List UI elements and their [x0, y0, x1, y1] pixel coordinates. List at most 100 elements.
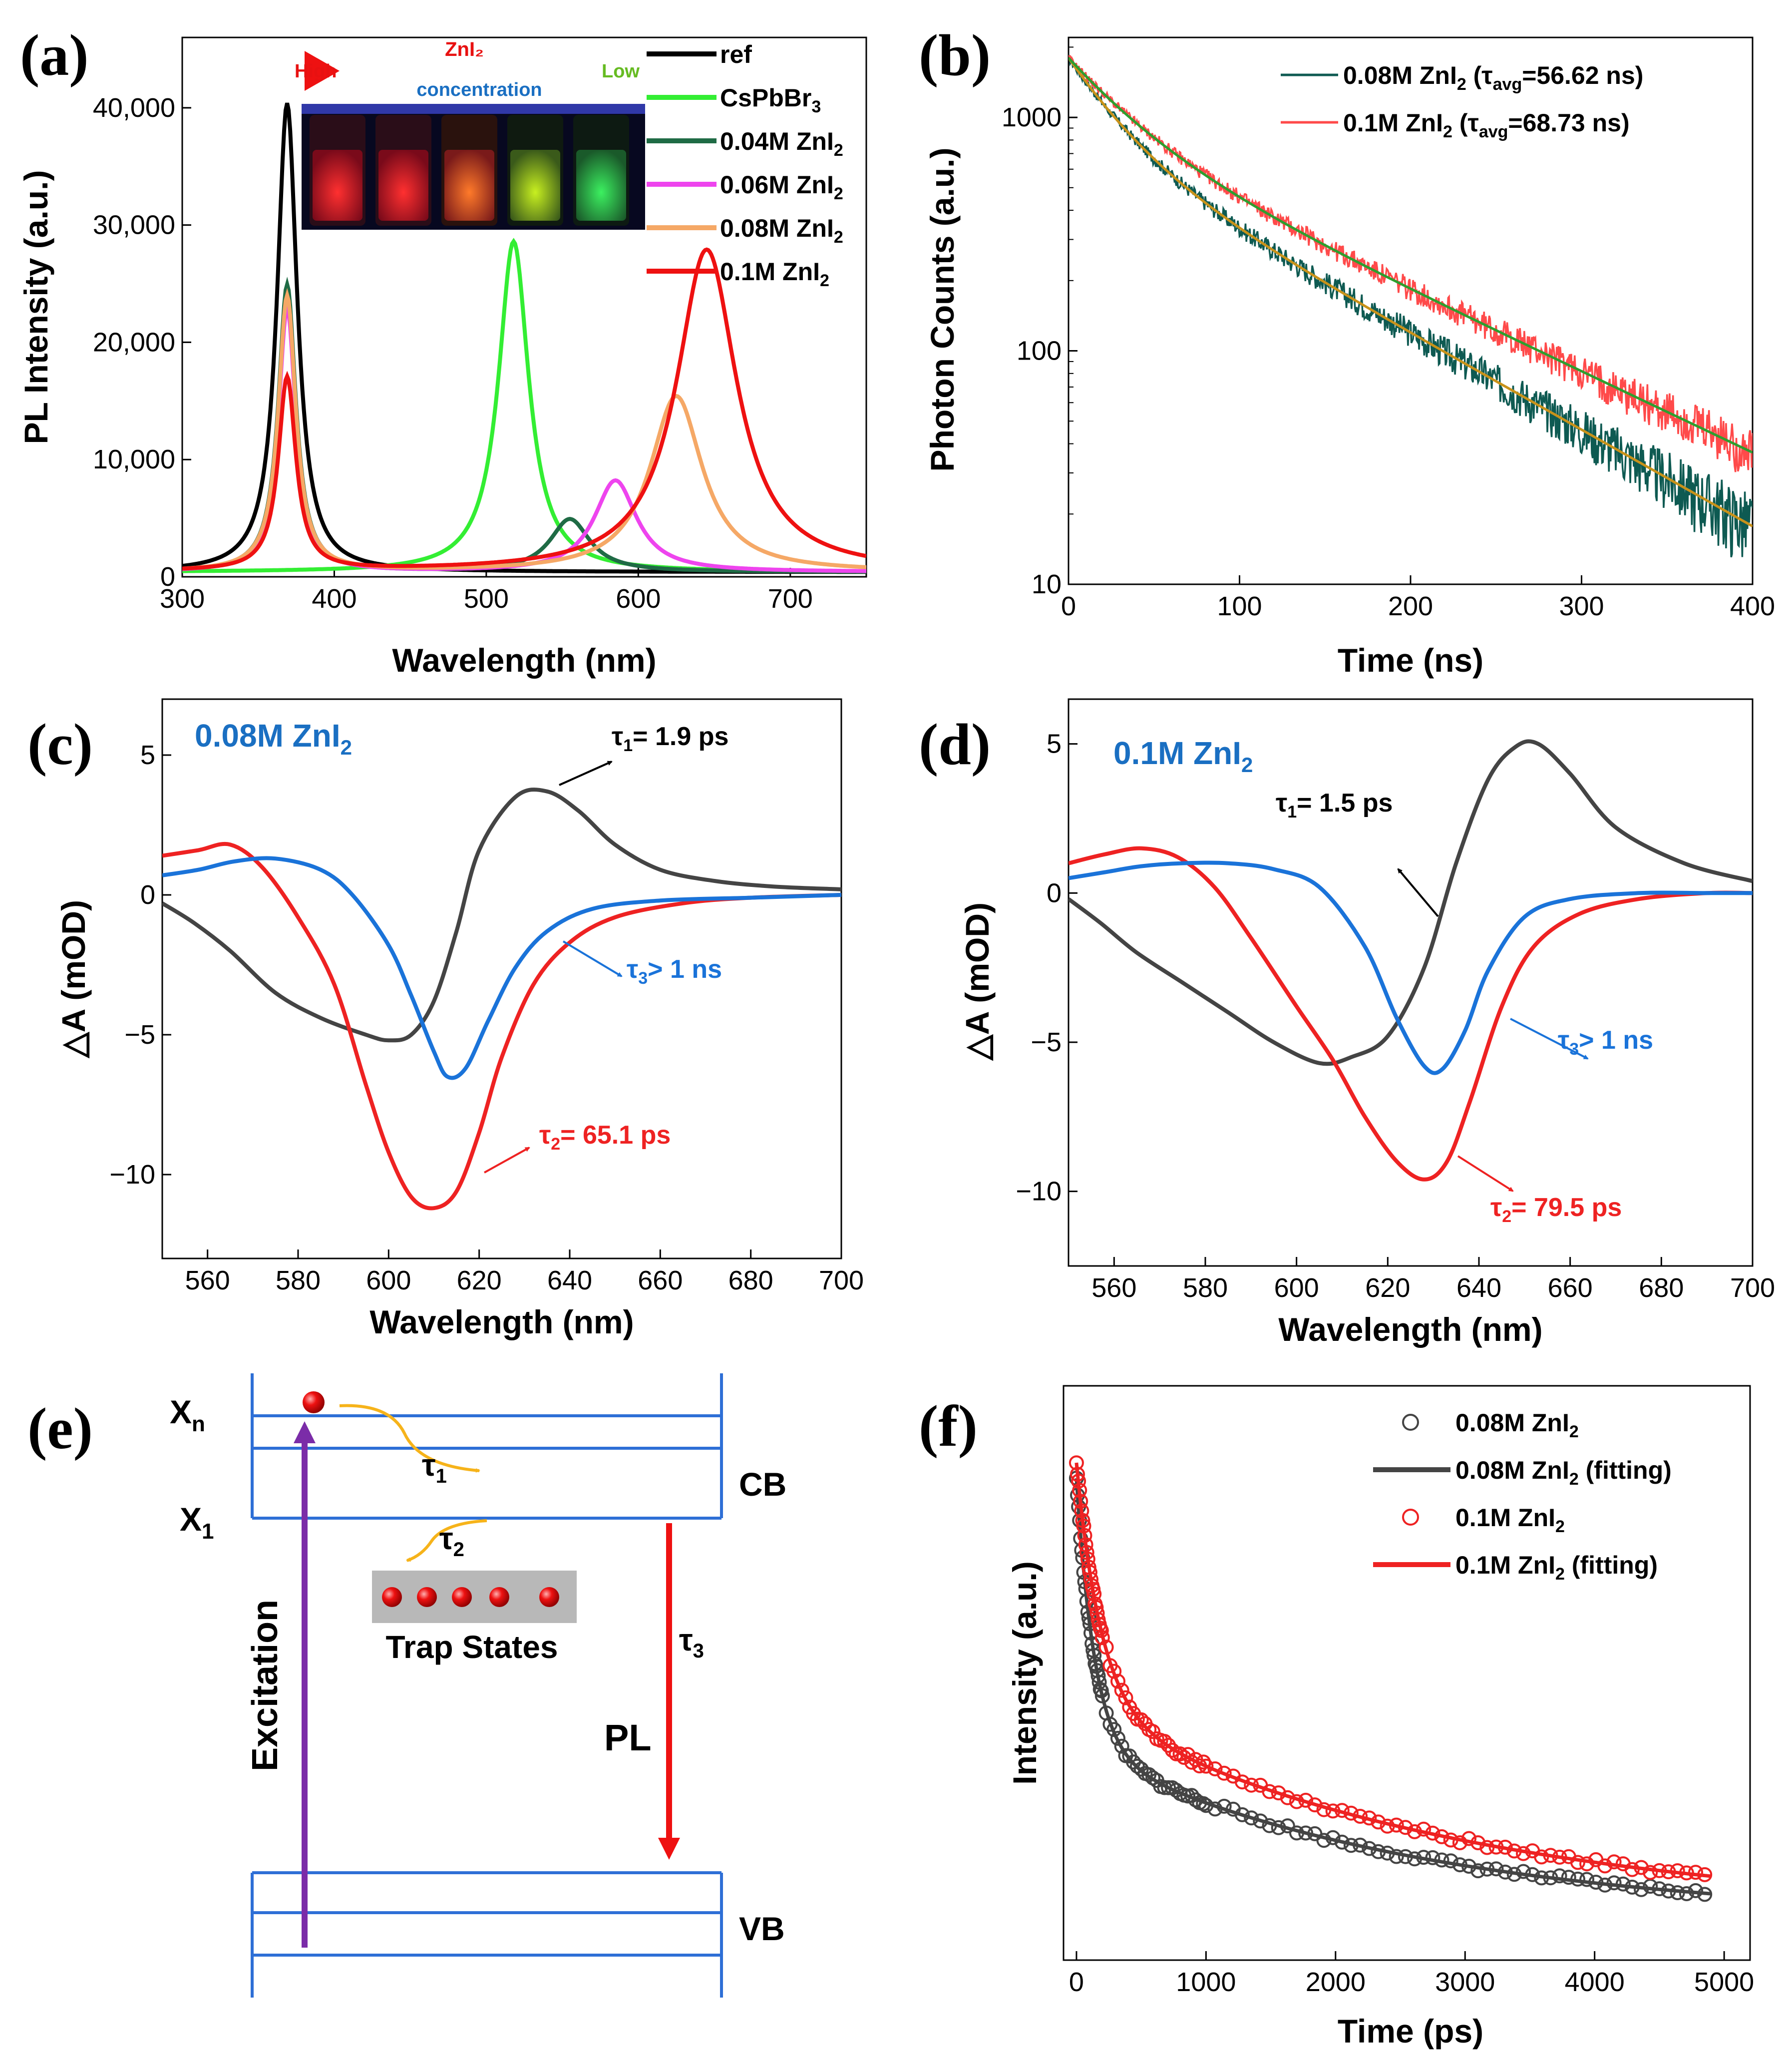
b-y-tick-label: 1000: [1002, 102, 1062, 132]
legend-label: 0.04M ZnI2: [720, 127, 843, 160]
legend-marker: [1402, 1509, 1419, 1526]
fit-curve-0.1M-ZnI2-fitting-: [1075, 1462, 1712, 1878]
panel-c-y-ticks: −10 −5 0 5: [109, 740, 171, 1190]
svg-text:τ2= 79.5 ps: τ2= 79.5 ps: [1490, 1193, 1622, 1226]
panel-a-legend: ref CsPbBr3 0.04M ZnI2 0.06M ZnI2 0.08M ZnI2…: [647, 40, 843, 290]
legend-label: 0.08M ZnI2 (fitting): [1455, 1456, 1672, 1489]
data-point: [1110, 1673, 1125, 1689]
legend-label: 0.08M ZnI2 (τavg=56.62 ns): [1343, 61, 1643, 94]
panel-c-tau1-arrow: [559, 761, 613, 786]
panel-d-tau2-arrow: [1457, 1155, 1514, 1192]
panel-a-x-axis-label: Wavelength (nm): [392, 642, 656, 679]
panel-d-x-axis-label: Wavelength (nm): [1278, 1311, 1542, 1348]
vial-5: [573, 115, 629, 226]
tau2-label: τ2: [439, 1522, 464, 1561]
vial-4: [507, 115, 563, 226]
c-x-tick-label: 560: [185, 1265, 230, 1295]
b-y-tick-label: 100: [1017, 336, 1062, 366]
data-point: [1561, 1870, 1576, 1885]
series-data-0.1M-ZnI2: [1069, 54, 1753, 472]
panel-e: (e) Xn X1 CB VB Excitation τ1 τ2: [27, 1373, 786, 1998]
panel-d-tau2-annotation: τ2= 79.5 ps: [1457, 1155, 1622, 1226]
legend-label: 0.06M ZnI2: [720, 171, 843, 203]
d-y-tick-label: 5: [1047, 729, 1062, 759]
data-point: [1118, 1690, 1133, 1705]
panel-f-series: [1069, 1455, 1713, 1902]
c-x-tick-label: 640: [547, 1265, 592, 1295]
a-y-tick-label: 30,000: [93, 210, 175, 240]
legend-label: 0.08M ZnI2: [1455, 1409, 1579, 1441]
panel-b-x-axis-label: Time (ns): [1338, 642, 1483, 679]
series-τ1-component: [1069, 739, 1753, 1066]
a-y-tick-label: 20,000: [93, 327, 175, 357]
svg-text:τ3> 1 ns: τ3> 1 ns: [627, 955, 722, 988]
data-point: [1172, 1746, 1188, 1761]
d-x-tick-label: 660: [1548, 1273, 1593, 1303]
f-x-tick-label: 1000: [1176, 1967, 1236, 1997]
data-point: [1114, 1738, 1129, 1754]
b-x-tick-label: 100: [1217, 591, 1262, 621]
f-x-tick-label: 0: [1069, 1967, 1084, 1997]
data-point: [1157, 1734, 1172, 1749]
panel-a-y-axis-label: PL Intensity (a.u.): [17, 170, 54, 444]
data-point: [1110, 1730, 1125, 1746]
d-y-tick-label: 0: [1047, 878, 1062, 908]
data-point: [1133, 1712, 1149, 1727]
data-point: [1114, 1682, 1129, 1698]
inset-concentration-label: concentration: [416, 79, 542, 100]
excitation-label: Excitation: [245, 1600, 285, 1771]
legend-label: CsPbBr3: [720, 84, 821, 116]
panel-c-x-axis-label: Wavelength (nm): [369, 1303, 634, 1340]
c-x-tick-label: 620: [457, 1265, 502, 1295]
svg-text:τ2= 65.1 ps: τ2= 65.1 ps: [539, 1121, 671, 1154]
panel-f-y-axis-label: Intensity (a.u.): [1006, 1561, 1043, 1784]
data-point: [1552, 1868, 1567, 1884]
panel-b-y-axis-label: Photon Counts (a.u.): [924, 148, 961, 472]
f-x-tick-label: 4000: [1565, 1967, 1625, 1997]
panel-a-frame: [181, 36, 867, 578]
panel-f-label: (f): [919, 1393, 978, 1459]
data-point: [1145, 1724, 1160, 1739]
panel-f-x-ticks: 0 1000 2000 3000 4000 5000: [1069, 1951, 1754, 1997]
series-τ3-component: [162, 856, 841, 1080]
d-y-tick-label: −10: [1016, 1177, 1062, 1207]
panel-c-tau2-annotation: τ2= 65.1 ps: [484, 1121, 671, 1174]
series-0.08M-ZnI2: [182, 288, 866, 571]
panel-a: (a) 300 400 500 600 700 0 10,000 20,000 30,000 4…: [17, 22, 867, 679]
panel-c-tau1-annotation: τ1= 1.9 ps: [559, 722, 728, 786]
legend-label: 0.08M ZnI2: [720, 214, 843, 247]
pl-label: PL: [604, 1717, 652, 1758]
panel-c-tau3-annotation: τ3> 1 ns: [562, 940, 722, 988]
panel-d: (d) 0.1M ZnI2 560 580 600 620 640 660 680 700 −…: [919, 698, 1775, 1348]
d-x-tick-label: 680: [1639, 1273, 1684, 1303]
panel-f-x-axis-label: Time (ps): [1338, 2013, 1483, 2050]
panel-c: (c) 0.08M ZnI2 560 580 600 620 640 660 680 700 …: [27, 698, 864, 1340]
data-point: [1161, 1780, 1176, 1795]
a-x-tick-label: 600: [616, 584, 661, 614]
inset-low-label: Low: [602, 61, 640, 82]
vial-photo-inset: ZnI₂ High Low concentration: [295, 38, 645, 230]
trap-state-electrons: [382, 1587, 559, 1607]
f-x-tick-label: 2000: [1306, 1967, 1366, 1997]
d-x-tick-label: 600: [1274, 1273, 1319, 1303]
data-point: [1606, 1854, 1622, 1870]
panel-f-frame: [1063, 1385, 1751, 1961]
d-x-tick-label: 640: [1456, 1273, 1501, 1303]
data-point: [1470, 1863, 1486, 1879]
fit-curve-0.1M-ZnI2: [1069, 57, 1753, 454]
panel-f-legend: 0.08M ZnI2 0.08M ZnI2 (fitting) 0.1M ZnI2 0…: [1373, 1409, 1672, 1584]
panel-c-frame: [161, 698, 842, 1259]
f-x-tick-label: 3000: [1435, 1967, 1495, 1997]
c-x-tick-label: 580: [276, 1265, 321, 1295]
excited-electron: [303, 1391, 325, 1413]
panel-b-label: (b): [919, 22, 991, 88]
panel-d-x-ticks: 560 580 600 620 640 660 680 700: [1091, 1257, 1775, 1303]
cb-label: CB: [739, 1466, 786, 1503]
panel-e-label: (e): [27, 1396, 93, 1461]
trap-states-label: Trap States: [385, 1629, 558, 1665]
xn-label: Xn: [170, 1393, 205, 1436]
svg-text:τ1= 1.5 ps: τ1= 1.5 ps: [1276, 789, 1393, 822]
x1-label: X1: [180, 1501, 214, 1544]
d-x-tick-label: 620: [1365, 1273, 1410, 1303]
data-point: [1198, 1758, 1214, 1774]
